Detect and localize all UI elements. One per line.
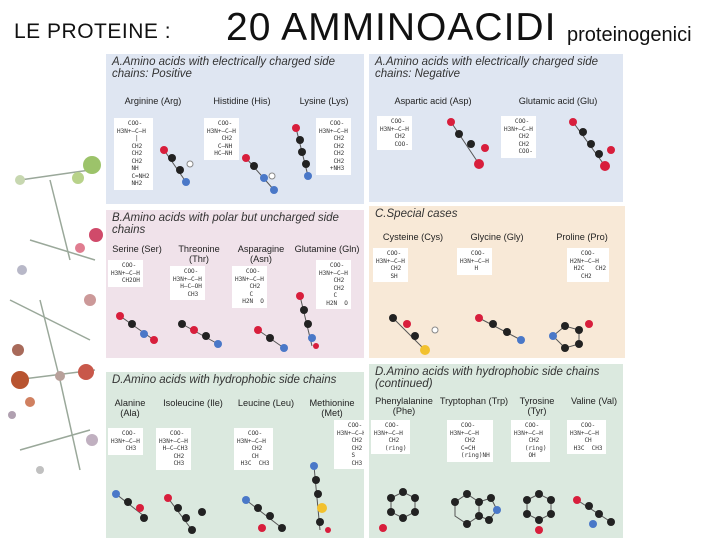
amino-acid-name: Serine (Ser)	[112, 244, 162, 254]
amino-acid-card: Tyrosine (Tyr) COO- H3N+—C—H CH2 (ring) …	[509, 396, 565, 536]
amino-acid-name: Histidine (His)	[213, 96, 271, 106]
amino-acid-card: Threonine (Thr) COO- H3N+—C—H H—C—OH CH3	[168, 244, 230, 356]
amino-acid-card: Isoleucine (Ile) COO- H3N+—C—H H—C—CH3 C…	[154, 398, 232, 538]
panel-d-hydrophobic: D.Amino acids with hydrophobic side chai…	[106, 372, 364, 538]
amino-acid-name: Asparagine (Asn)	[237, 244, 285, 264]
structural-formula: COO- H3N+—C—H CH2 C H2N O	[232, 266, 267, 308]
panel-a-positive: A.Amino acids with electrically charged …	[106, 54, 364, 204]
ball-and-stick-model	[549, 320, 593, 352]
amino-acid-name: Proline (Pro)	[556, 232, 608, 242]
structural-formula: COO- H3N+—C—H CH H3C CH3	[567, 420, 606, 454]
amino-acid-name: Arginine (Arg)	[124, 96, 182, 106]
amino-acid-card: Leucine (Leu) COO- H3N+—C—H CH2 CH H3C C…	[232, 398, 300, 538]
title-main: 20 AMMINOACIDI	[226, 6, 557, 49]
amino-acid-name: Alanine (Ala)	[114, 398, 146, 418]
amino-acid-card: Tryptophan (Trp) COO- H3N+—C—H CH2 C=CH …	[439, 396, 509, 536]
structural-formula: COO- H3N+—C—H CH2 CH2 S CH3	[334, 420, 364, 469]
panel-heading: A.Amino acids with electrically charged …	[375, 56, 599, 80]
structural-formula: COO- H3N+—C—H CH2 CH2 C H2N O	[316, 260, 351, 309]
structural-formula: COO- H3N+—C—H H	[457, 248, 492, 275]
amino-acid-card: Cysteine (Cys) COO- H3N+—C—H CH2 SH	[371, 232, 455, 356]
amino-acid-name: Valine (Val)	[570, 396, 618, 406]
panel-heading: A.Amino acids with electrically charged …	[112, 56, 336, 80]
amino-acid-card: Glycine (Gly) COO- H3N+—C—H H	[455, 232, 539, 356]
structural-formula: COO- H3N+—C—H CH2 C=CH (ring)NH	[447, 420, 493, 462]
amino-acid-card: Glutamic acid (Glu) COO- H3N+—C—H CH2 CH…	[497, 96, 619, 200]
ball-and-stick-model	[254, 326, 288, 352]
structural-formula: COO- H3N+—C—H CH3	[108, 428, 143, 455]
amino-acid-name: Cysteine (Cys)	[382, 232, 444, 242]
amino-acid-card: Lysine (Lys) COO- H3N+—C—H CH2 CH2 CH2 C…	[286, 96, 362, 202]
amino-acid-card: Aspartic acid (Asp) COO- H3N+—C—H CH2 CO…	[373, 96, 493, 200]
amino-acid-name: Isoleucine (Ile)	[163, 398, 223, 408]
ball-and-stick-model	[569, 118, 615, 171]
ball-and-stick-model	[292, 124, 312, 180]
panel-c-special: C.Special cases Cysteine (Cys) COO- H3N+…	[369, 206, 625, 358]
amino-acid-card: Valine (Val) COO- H3N+—C—H CH H3C CH3	[565, 396, 623, 536]
amino-acid-card: Proline (Pro) COO- H2N+—C—H H2C CH2 CH2	[541, 232, 623, 356]
ball-and-stick-model	[475, 314, 525, 344]
amino-acid-name: Methionine (Met)	[309, 398, 355, 418]
structural-formula: COO- H3N+—C—H CH2 CH2 CH2 CH2 +NH3	[316, 118, 351, 175]
ball-and-stick-model	[296, 292, 319, 349]
structural-formula: COO- H3N+—C—H H—C—OH CH3	[170, 266, 205, 300]
structural-formula: COO- H3N+—C—H CH2 CH2 COO-	[501, 116, 536, 158]
amino-acid-name: Aspartic acid (Asp)	[394, 96, 472, 106]
structural-formula: COO- H3N+—C—H CH2 COO-	[377, 116, 412, 150]
amino-acid-name: Tryptophan (Trp)	[439, 396, 509, 406]
ball-and-stick-model	[242, 154, 278, 194]
title-suffix: proteinogenici	[567, 24, 692, 46]
panel-b-polar: B.Amino acids with polar but uncharged s…	[106, 210, 364, 358]
ball-and-stick-model	[160, 146, 194, 186]
ball-and-stick-model	[242, 496, 286, 532]
ball-and-stick-model	[389, 314, 439, 355]
structural-formula: COO- H3N+—C—H CH2OH	[108, 260, 143, 287]
structural-formula: COO- H3N+—C—H CH2 (ring)	[371, 420, 410, 454]
amino-acid-card: Glutamine (Gln) COO- H3N+—C—H CH2 CH2 C …	[292, 244, 362, 356]
amino-acid-name: Lysine (Lys)	[299, 96, 349, 106]
ball-and-stick-model	[379, 488, 419, 532]
amino-acid-card: Arginine (Arg) COO- H3N+—C—H | CH2 CH2 C…	[110, 96, 196, 202]
amino-acid-card: Histidine (His) COO- H3N+—C—H CH2 C—NH H…	[200, 96, 284, 202]
ball-and-stick-model	[447, 118, 489, 169]
ball-and-stick-model	[178, 320, 222, 348]
amino-acid-card: Serine (Ser) COO- H3N+—C—H CH2OH	[106, 244, 168, 356]
amino-acid-name: Tyrosine (Tyr)	[519, 396, 555, 416]
amino-acid-name: Glycine (Gly)	[470, 232, 524, 242]
panel-heading: D.Amino acids with hydrophobic side chai…	[375, 366, 600, 390]
amino-acid-card: Methionine (Met) COO- H3N+—C—H CH2 CH2 S…	[300, 398, 364, 538]
ball-and-stick-model	[112, 490, 148, 522]
panel-heading: B.Amino acids with polar but uncharged s…	[112, 212, 339, 236]
structural-formula: COO- H3N+—C—H CH2 CH H3C CH3	[234, 428, 273, 470]
panel-a-negative: A.Amino acids with electrically charged …	[369, 54, 623, 202]
structural-formula: COO- H3N+—C—H CH2 SH	[373, 248, 408, 282]
ball-and-stick-model	[573, 496, 615, 528]
structural-formula: COO- H3N+—C—H CH2 C—NH HC—NH	[204, 118, 239, 160]
panel-heading: D.Amino acids with hydrophobic side chai…	[112, 374, 337, 386]
amino-acid-card: Asparagine (Asn) COO- H3N+—C—H CH2 C H2N…	[230, 244, 292, 356]
panel-heading: C.Special cases	[375, 208, 458, 220]
structural-formula: COO- H3N+—C—H CH2 (ring) OH	[511, 420, 550, 462]
structural-formula: COO- H2N+—C—H H2C CH2 CH2	[567, 248, 610, 282]
background-molecule-network	[8, 156, 103, 474]
panel-d-continued: D.Amino acids with hydrophobic side chai…	[369, 364, 623, 538]
amino-acid-name: Leucine (Leu)	[237, 398, 295, 408]
ball-and-stick-model	[523, 490, 555, 534]
ball-and-stick-model	[164, 494, 206, 534]
amino-acid-name: Glutamine (Gln)	[294, 244, 360, 254]
title-prefix: LE PROTEINE :	[14, 20, 172, 43]
amino-acid-name: Glutamic acid (Glu)	[518, 96, 598, 106]
structural-formula: COO- H3N+—C—H | CH2 CH2 CH2 NH C=NH2 NH2	[114, 118, 153, 190]
ball-and-stick-model	[310, 462, 331, 533]
slide-title: LE PROTEINE : 20 AMMINOACIDI proteinogen…	[0, 0, 720, 54]
amino-acid-name: Threonine (Thr)	[178, 244, 220, 264]
ball-and-stick-model	[451, 490, 501, 528]
amino-acid-card: Alanine (Ala) COO- H3N+—C—H CH3	[106, 398, 154, 538]
ball-and-stick-model	[116, 312, 158, 344]
amino-acid-card: Phenylalanine (Phe) COO- H3N+—C—H CH2 (r…	[369, 396, 439, 536]
amino-acid-name: Phenylalanine (Phe)	[375, 396, 433, 416]
structural-formula: COO- H3N+—C—H H—C—CH3 CH2 CH3	[156, 428, 191, 470]
